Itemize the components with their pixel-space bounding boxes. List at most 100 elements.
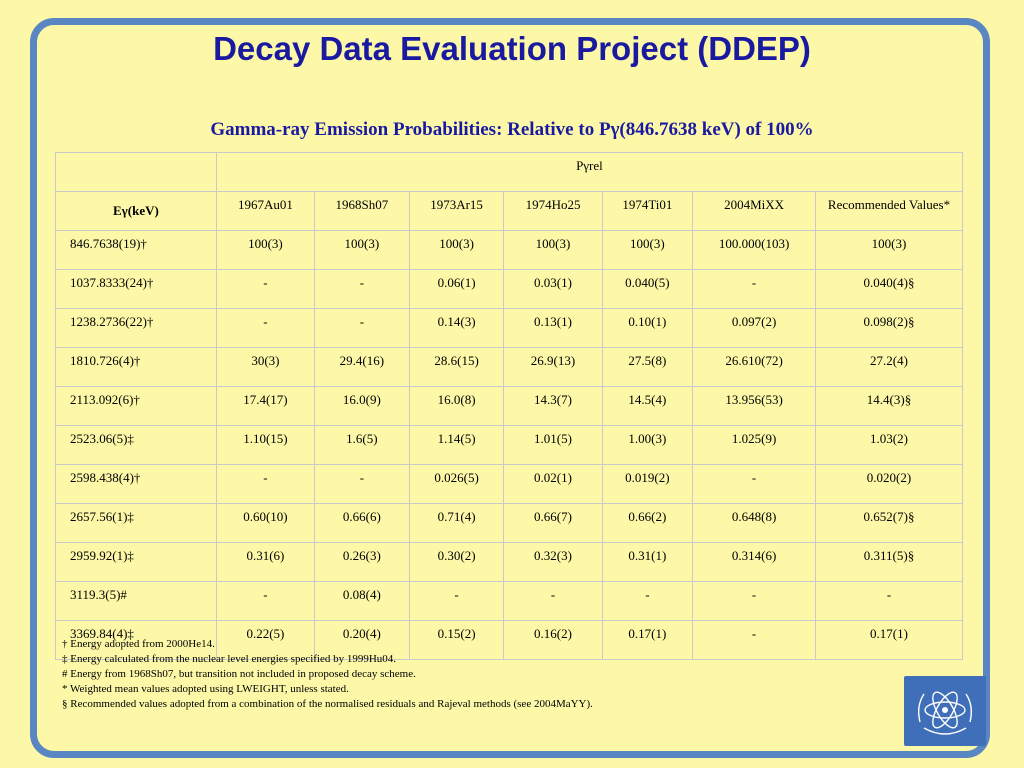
table-row: 3369.84(4)‡ 0.22(5) 0.20(4) 0.15(2) 0.16(2) 0… xyxy=(55,620,963,660)
value-cell: 1.10(15) xyxy=(215,425,316,465)
footnote: # Energy from 1968Sh07, but transition n… xyxy=(62,668,416,680)
value-cell: 1.01(5) xyxy=(503,425,603,465)
footnote: § Recommended values adopted from a comb… xyxy=(62,698,593,710)
value-cell: 0.31(6) xyxy=(215,542,316,582)
gamma-table: Pγrel Eγ(keV) 1967Au01 1968Sh07 1973Ar15 19… xyxy=(55,152,964,660)
energy-cell: 2657.56(1)‡ xyxy=(55,503,217,543)
value-cell: - xyxy=(408,581,505,621)
footnote: ‡ Energy calculated from the nuclear lev… xyxy=(62,653,397,665)
table-row: 1810.726(4)† 30(3) 29.4(16) 28.6(15) 26.9(13… xyxy=(55,347,963,387)
energy-cell: 2598.438(4)† xyxy=(55,464,217,504)
table-corner-cell xyxy=(55,152,217,192)
value-cell: 0.32(3) xyxy=(503,542,603,582)
value-cell: 16.0(8) xyxy=(408,386,505,426)
value-cell: 1.00(3) xyxy=(601,425,694,465)
column-header: Recommended Values* xyxy=(815,191,963,231)
value-cell: 27.5(8) xyxy=(601,347,694,387)
energy-cell: 2113.092(6)† xyxy=(55,386,217,426)
value-cell: 0.13(1) xyxy=(503,308,603,348)
value-cell: 0.02(1) xyxy=(503,464,603,504)
value-cell: 100(3) xyxy=(815,230,963,270)
iaea-logo-icon xyxy=(904,676,986,746)
column-header: 1968Sh07 xyxy=(314,191,410,231)
value-cell: 0.66(6) xyxy=(314,503,410,543)
value-cell: 0.60(10) xyxy=(215,503,316,543)
value-cell: 0.17(1) xyxy=(601,620,694,660)
footnote: * Weighted mean values adopted using LWE… xyxy=(62,683,349,695)
value-cell: 1.14(5) xyxy=(408,425,505,465)
value-cell: 14.5(4) xyxy=(601,386,694,426)
value-cell: - xyxy=(215,464,316,504)
value-cell: 0.040(5) xyxy=(601,269,694,309)
value-cell: - xyxy=(215,581,316,621)
footnote: † Energy adopted from 2000He14. xyxy=(62,638,215,650)
value-cell: 0.026(5) xyxy=(408,464,505,504)
value-cell: 0.17(1) xyxy=(815,620,963,660)
value-cell: 16.0(9) xyxy=(314,386,410,426)
value-cell: 0.26(3) xyxy=(314,542,410,582)
value-cell: 0.66(2) xyxy=(601,503,694,543)
value-cell: 0.08(4) xyxy=(314,581,410,621)
value-cell: - xyxy=(692,620,816,660)
table-row: 2113.092(6)† 17.4(17) 16.0(9) 16.0(8) 14.3(7… xyxy=(55,386,963,426)
group-header: Pγrel xyxy=(215,152,964,192)
value-cell: 30(3) xyxy=(215,347,316,387)
value-cell: - xyxy=(692,269,816,309)
value-cell: 26.610(72) xyxy=(692,347,816,387)
value-cell: 0.06(1) xyxy=(408,269,505,309)
table-group-header-row: Pγrel xyxy=(55,152,964,192)
value-cell: 0.22(5) xyxy=(215,620,316,660)
value-cell: - xyxy=(314,269,410,309)
value-cell: 27.2(4) xyxy=(815,347,963,387)
value-cell: 100(3) xyxy=(601,230,694,270)
energy-cell: 3369.84(4)‡ xyxy=(55,620,217,660)
footnotes: † Energy adopted from 2000He14. ‡ Energy … xyxy=(62,637,593,712)
column-header: 1974Ti01 xyxy=(601,191,694,231)
value-cell: 0.31(1) xyxy=(601,542,694,582)
value-cell: 28.6(15) xyxy=(408,347,505,387)
column-header: 1974Ho25 xyxy=(503,191,603,231)
column-header: 1967Au01 xyxy=(215,191,316,231)
value-cell: 100.000(103) xyxy=(692,230,816,270)
value-cell: 13.956(53) xyxy=(692,386,816,426)
value-cell: 14.4(3)§ xyxy=(815,386,963,426)
energy-cell: 846.7638(19)† xyxy=(55,230,217,270)
column-header: 1973Ar15 xyxy=(408,191,505,231)
energy-cell: 2523.06(5)‡ xyxy=(55,425,217,465)
value-cell: - xyxy=(314,308,410,348)
value-cell: 0.30(2) xyxy=(408,542,505,582)
value-cell: 0.019(2) xyxy=(601,464,694,504)
table-row: 846.7638(19)† 100(3) 100(3) 100(3) 100(3) 100… xyxy=(55,230,963,270)
slide-subtitle: Gamma-ray Emission Probabilities: Relati… xyxy=(210,119,814,140)
value-cell: 1.03(2) xyxy=(815,425,963,465)
value-cell: 0.652(7)§ xyxy=(815,503,963,543)
value-cell: - xyxy=(692,464,816,504)
value-cell: - xyxy=(692,581,816,621)
value-cell: - xyxy=(815,581,963,621)
value-cell: 26.9(13) xyxy=(503,347,603,387)
value-cell: 0.16(2) xyxy=(503,620,603,660)
value-cell: 0.098(2)§ xyxy=(815,308,963,348)
value-cell: 100(3) xyxy=(408,230,505,270)
energy-cell: 2959.92(1)‡ xyxy=(55,542,217,582)
value-cell: 0.040(4)§ xyxy=(815,269,963,309)
value-cell: - xyxy=(314,464,410,504)
value-cell: 0.648(8) xyxy=(692,503,816,543)
value-cell: 0.314(6) xyxy=(692,542,816,582)
value-cell: 29.4(16) xyxy=(314,347,410,387)
energy-cell: 3119.3(5)# xyxy=(55,581,217,621)
value-cell: 100(3) xyxy=(314,230,410,270)
table-row: 1037.8333(24)† - -0.06(1) 0.03(1) 0.040(5) -0… xyxy=(55,269,963,309)
value-cell: 1.6(5) xyxy=(314,425,410,465)
value-cell: 100(3) xyxy=(215,230,316,270)
slide-title: Decay Data Evaluation Project (DDEP) xyxy=(213,30,811,67)
value-cell: 0.66(7) xyxy=(503,503,603,543)
energy-cell: 1238.2736(22)† xyxy=(55,308,217,348)
value-cell: 0.20(4) xyxy=(314,620,410,660)
table-row: 2959.92(1)‡ 0.31(6) 0.26(3) 0.30(2) 0.32(3) 0… xyxy=(55,542,963,582)
value-cell: 0.097(2) xyxy=(692,308,816,348)
value-cell: 0.03(1) xyxy=(503,269,603,309)
value-cell: - xyxy=(215,269,316,309)
value-cell: - xyxy=(503,581,603,621)
value-cell: - xyxy=(601,581,694,621)
